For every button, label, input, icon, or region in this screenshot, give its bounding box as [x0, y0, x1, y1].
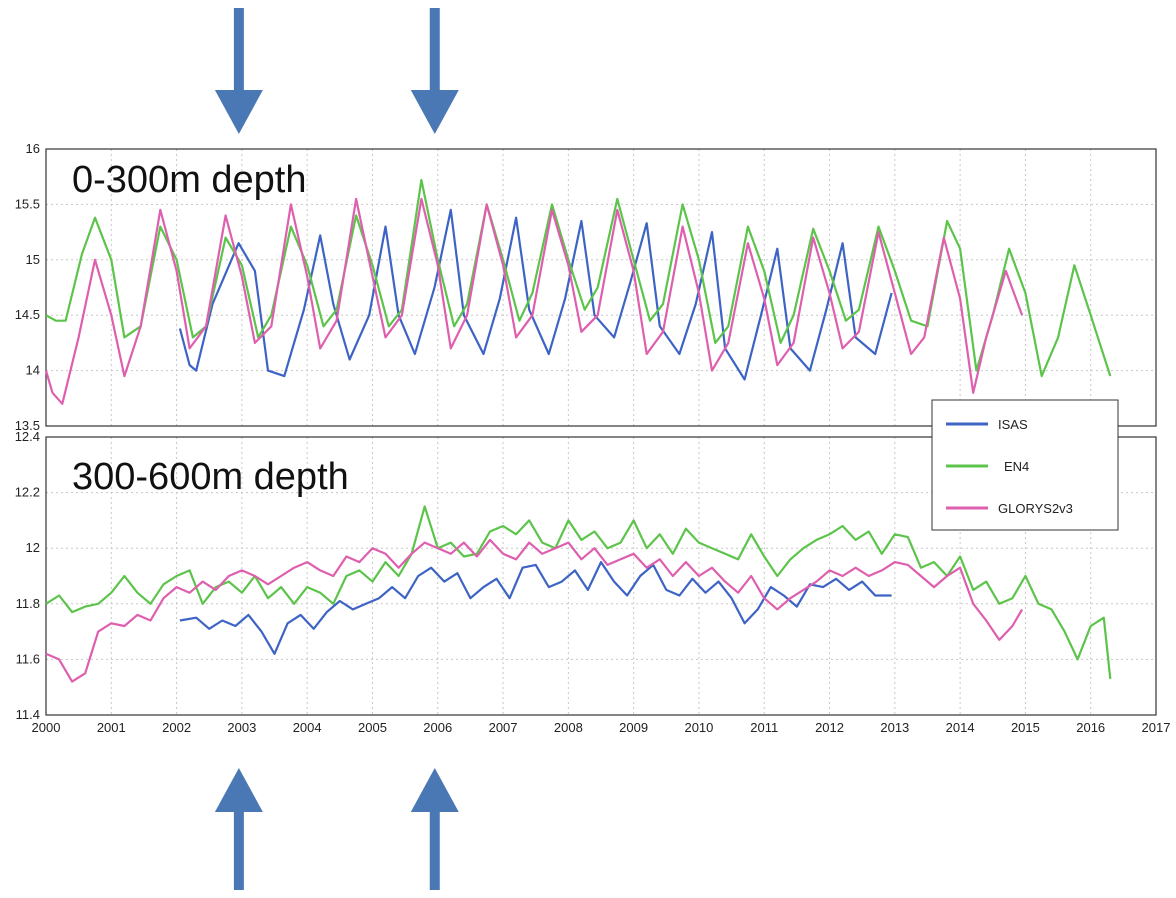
arrow-down-2003-icon-head	[214, 90, 263, 134]
x-tick-label: 2012	[815, 720, 844, 735]
arrow-up-2003-icon	[214, 768, 263, 890]
x-tick-label: 2006	[423, 720, 452, 735]
y-tick-label: 11.4	[16, 707, 40, 722]
x-tick-label: 2013	[880, 720, 909, 735]
legend-label-en4: EN4	[1004, 459, 1029, 474]
series-line-en4	[45, 505, 1112, 680]
series-line-glorys2v3	[45, 538, 1024, 683]
y-tick-label: 12	[26, 540, 40, 555]
y-tick-label: 16	[26, 141, 40, 156]
x-tick-label: 2016	[1076, 720, 1105, 735]
arrow-up-2003-icon-shaft	[233, 812, 244, 890]
y-tick-label: 13.5	[15, 418, 40, 433]
series-line-en4	[45, 178, 1112, 378]
x-tick-label: 2007	[489, 720, 518, 735]
x-tick-label: 2003	[227, 720, 256, 735]
y-tick-label: 14	[26, 363, 40, 378]
y-tick-label: 14.5	[15, 307, 40, 322]
x-tick-label: 2011	[750, 720, 778, 735]
panel-label-top: 0-300m depth	[72, 159, 307, 201]
y-tick-label: 11.6	[16, 651, 40, 666]
arrow-down-2006-icon	[410, 8, 459, 134]
arrow-down-2003-icon-shaft	[233, 8, 244, 90]
x-tick-label: 2001	[97, 720, 126, 735]
x-tick-label: 2017	[1142, 720, 1171, 735]
panel-bottom-frame	[45, 436, 1157, 716]
panel-top-0-300m: 13.5 14 14.5 15 15.5 16 0-300m depth	[15, 141, 1157, 433]
arrow-down-2006-icon-head	[410, 90, 459, 134]
series-line-isas	[179, 560, 892, 655]
x-tick-label: 2000	[32, 720, 61, 735]
series-line-glorys2v3	[44, 197, 1024, 405]
panel-label-bottom: 300-600m depth	[72, 456, 349, 498]
legend: ISAS EN4 GLORYS2v3	[931, 399, 1119, 531]
x-tick-label: 2010	[684, 720, 713, 735]
legend-label-glorys: GLORYS2v3	[998, 501, 1073, 516]
legend-label-isas: ISAS	[998, 417, 1028, 432]
x-tick-label: 2008	[554, 720, 583, 735]
arrow-up-2006-icon-shaft	[429, 812, 440, 890]
arrow-down-2006-icon-shaft	[429, 8, 440, 90]
x-tick-label: 2004	[293, 720, 322, 735]
arrow-up-2003-icon-head	[214, 768, 263, 812]
x-tick-label: 2005	[358, 720, 387, 735]
series-line-isas	[178, 208, 893, 381]
x-tick-label: 2015	[1011, 720, 1040, 735]
x-tick-label: 2014	[946, 720, 975, 735]
x-tick-label: 2002	[162, 720, 191, 735]
y-tick-label: 15	[26, 252, 40, 267]
y-tick-label: 11.8	[16, 596, 40, 611]
y-tick-label: 12.4	[15, 429, 40, 444]
x-tick-label: 2009	[619, 720, 648, 735]
panel-top-frame	[45, 148, 1157, 427]
arrow-down-2003-icon	[214, 8, 263, 134]
arrows	[214, 8, 459, 890]
y-tick-label: 12.2	[15, 485, 40, 500]
arrow-up-2006-icon	[410, 768, 459, 890]
y-tick-label: 15.5	[15, 196, 40, 211]
arrow-up-2006-icon-head	[410, 768, 459, 812]
